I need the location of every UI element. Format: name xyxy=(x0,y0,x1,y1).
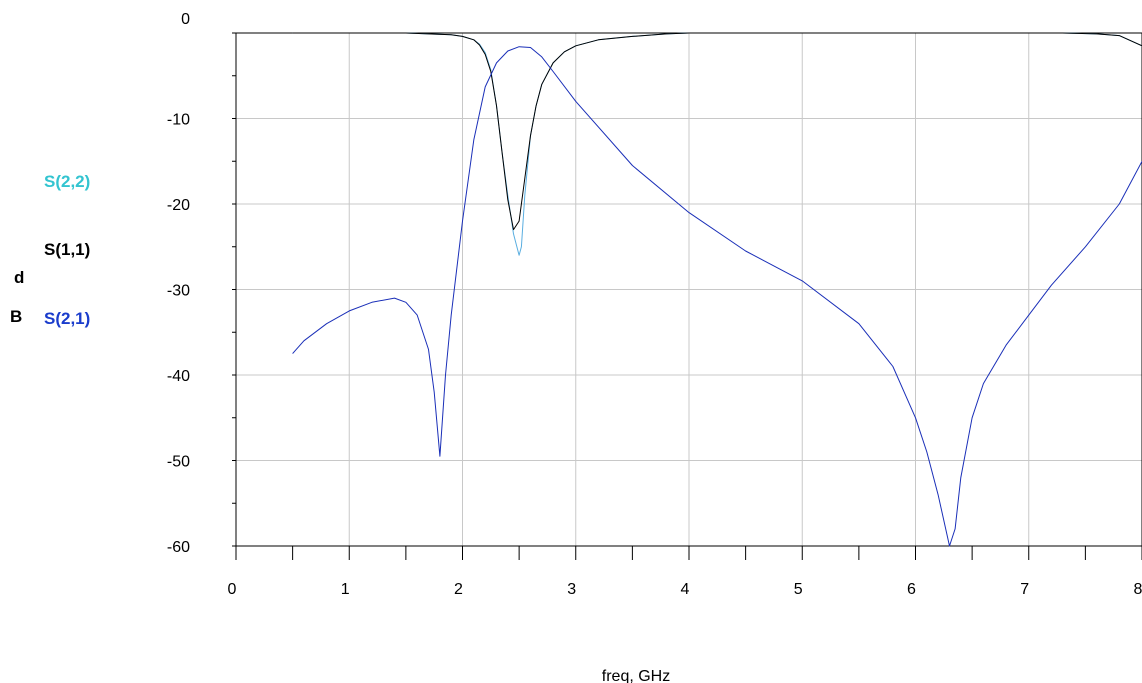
y-tick-label: 0 xyxy=(181,11,190,28)
x-axis-title: freq, GHz xyxy=(602,668,670,683)
x-tick-label: 2 xyxy=(454,581,463,598)
series-line-21 xyxy=(292,46,1142,547)
axis-ticks xyxy=(232,32,1142,560)
y-tick-label: -30 xyxy=(167,283,190,300)
y-axis-label-line-1: d xyxy=(14,268,24,287)
series-line-11 xyxy=(292,32,1142,231)
x-tick-label: 3 xyxy=(567,581,576,598)
x-tick-label: 8 xyxy=(1134,581,1142,598)
y-tick-label: -40 xyxy=(167,368,190,385)
series-line-22 xyxy=(292,32,1142,256)
y-tick-label: -10 xyxy=(167,112,190,129)
x-tick-label: 7 xyxy=(1020,581,1029,598)
y-tick-label: -50 xyxy=(167,454,190,471)
y-tick-labels: 0 -10 -20 -30 -40 -50 -60 xyxy=(167,11,190,556)
y-tick-label: -60 xyxy=(167,539,190,556)
x-tick-label: 6 xyxy=(907,581,916,598)
series-lines xyxy=(292,32,1142,547)
x-tick-label: 5 xyxy=(794,581,803,598)
x-tick-label: 1 xyxy=(341,581,350,598)
y-axis-label-line-2: B xyxy=(10,307,22,326)
legend: S(2,2) S(1,1) S(2,1) xyxy=(44,172,90,328)
x-tick-label: 4 xyxy=(681,581,690,598)
legend-entry: S(2,2) xyxy=(44,172,90,191)
legend-entry: S(2,1) xyxy=(44,309,90,328)
y-tick-label: -20 xyxy=(167,197,190,214)
legend-entry: S(1,1) xyxy=(44,240,90,259)
x-tick-label: 0 xyxy=(228,581,237,598)
grid-lines xyxy=(236,33,1142,546)
x-tick-labels: 0 1 2 3 4 5 6 7 8 xyxy=(228,581,1142,598)
